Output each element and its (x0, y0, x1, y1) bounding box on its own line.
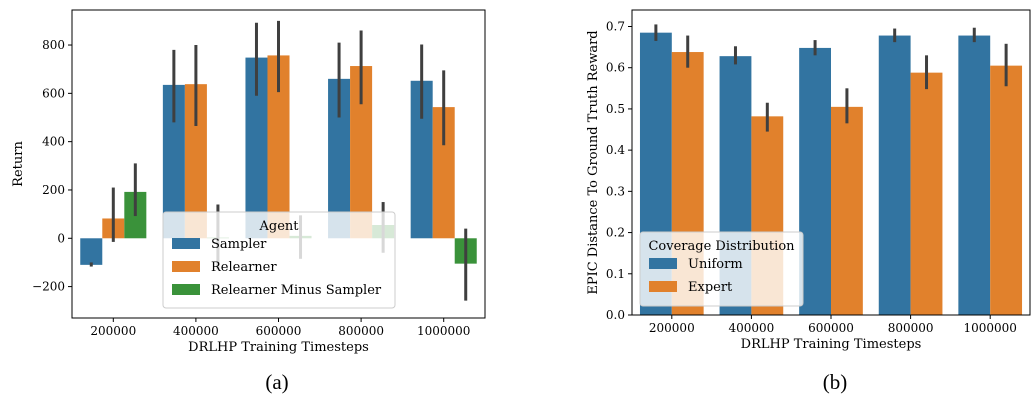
legend-title: Coverage Distribution (648, 239, 795, 254)
y-tick-label: −200 (32, 280, 65, 294)
x-tick-label: 200000 (649, 321, 695, 335)
x-tick-label: 800000 (338, 324, 384, 338)
x-tick-label: 400000 (728, 321, 774, 335)
legend: Coverage Distribution Uniform Expert (639, 231, 804, 307)
y-tick-label: 0.3 (606, 184, 625, 198)
bar-uniform-800000 (878, 35, 911, 316)
bar-sampler-1000000 (410, 80, 433, 239)
y-tick-label: 0.6 (606, 61, 625, 75)
bar-relearner-600000 (267, 55, 290, 239)
caption-b: (b) (823, 370, 848, 394)
bar-relearner-1000000 (432, 107, 455, 239)
x-tick-label: 200000 (90, 324, 136, 338)
legend-swatch-relearner (172, 261, 200, 272)
bar-expert-800000 (910, 72, 943, 315)
legend-entry: Relearner (211, 260, 277, 275)
x-tick-label: 400000 (173, 324, 219, 338)
bar-expert-600000 (831, 106, 863, 315)
x-tick-label: 600000 (256, 324, 302, 338)
legend-swatch-expert (649, 281, 677, 292)
panel-a: −200 0 200 400 600 800 200000 400000 600000 80000… (11, 9, 486, 355)
x-tick-label: 600000 (808, 321, 854, 335)
legend-box (162, 211, 396, 309)
legend-entry: Uniform (688, 257, 743, 272)
y-tick-label: 800 (42, 38, 65, 52)
y-axis-label: Return (11, 141, 26, 187)
panel-b: 0.0 0.1 0.2 0.3 0.4 0.5 0.6 0.7 200000 400000 6000… (586, 9, 1031, 352)
legend-box (639, 231, 804, 307)
bar-relearner-800000 (350, 66, 373, 239)
x-axis-label: DRLHP Training Timesteps (741, 337, 922, 352)
y-tick-label: 600 (42, 86, 65, 100)
legend-entry: Sampler (211, 237, 267, 252)
bar-sampler-400000 (162, 84, 185, 239)
y-tick-label: 0.7 (606, 19, 625, 33)
y-tick-label: 0.0 (606, 308, 625, 322)
y-tick-label: 200 (42, 183, 65, 197)
y-tick-label: 0.1 (606, 267, 625, 281)
x-tick-label: 1000000 (417, 324, 470, 338)
y-tick-label: 0.4 (606, 143, 625, 157)
legend-title: Agent (259, 219, 300, 234)
y-tick-label: 0 (57, 231, 65, 245)
bar-uniform-600000 (799, 47, 831, 316)
legend: Agent Sampler Relearner Relearner Minus Sam… (162, 211, 396, 309)
legend-swatch-uniform (649, 258, 677, 269)
legend-entry: Expert (688, 280, 733, 295)
bar-sampler-600000 (245, 57, 268, 239)
y-tick-label: 400 (42, 135, 65, 149)
bar-sampler-800000 (328, 78, 351, 239)
bar-uniform-1000000 (958, 35, 991, 316)
x-tick-label: 800000 (888, 321, 934, 335)
y-tick-label: 0.2 (606, 226, 625, 240)
legend-swatch-relearner-minus-sampler (172, 284, 200, 295)
x-tick-label: 1000000 (963, 321, 1016, 335)
caption-a: (a) (265, 370, 288, 394)
legend-entry: Relearner Minus Sampler (211, 283, 382, 298)
y-tick-label: 0.5 (606, 102, 625, 116)
bar-relearner-400000 (184, 84, 207, 239)
x-axis-label: DRLHP Training Timesteps (188, 340, 369, 355)
legend-swatch-sampler (172, 238, 200, 249)
bar-sampler-200000 (80, 238, 103, 265)
y-axis-label: EPIC Distance To Ground Truth Reward (586, 30, 601, 294)
bar-expert-1000000 (990, 65, 1023, 315)
